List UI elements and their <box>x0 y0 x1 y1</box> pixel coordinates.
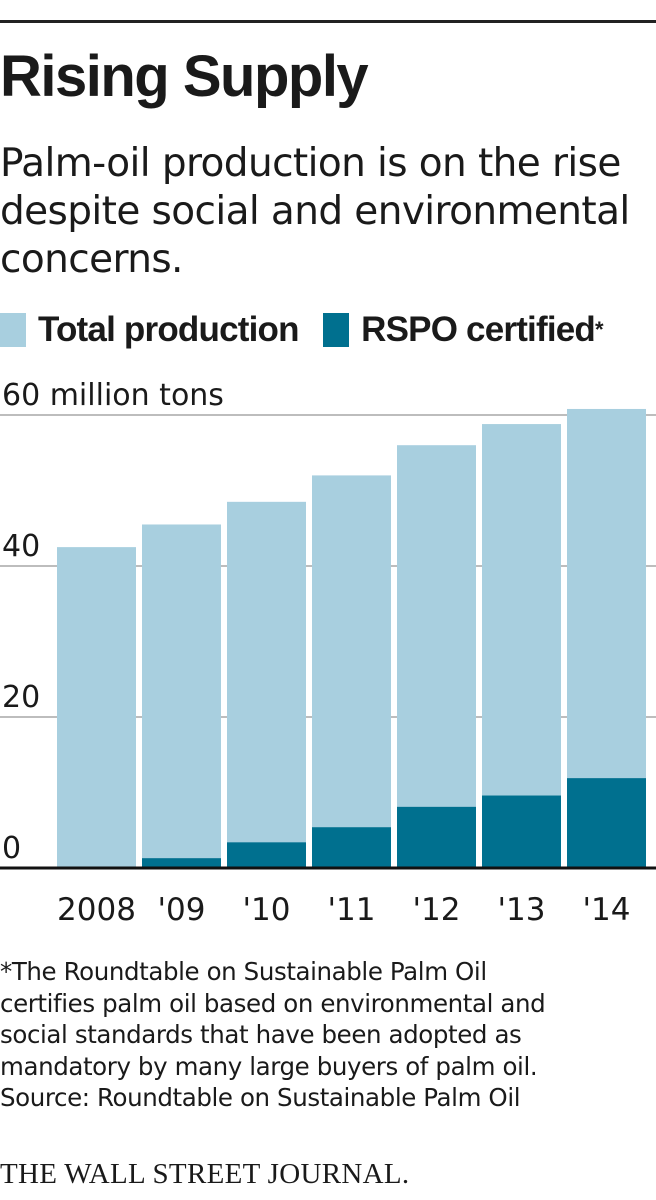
publisher-logo: THE WALL STREET JOURNAL. <box>0 1158 410 1190</box>
y-tick-label: 20 <box>2 680 40 715</box>
legend-asterisk: * <box>595 317 604 342</box>
chart-subtitle: Palm-oil production is on the rise despi… <box>0 141 630 282</box>
x-tick-label: '11 <box>328 892 376 928</box>
y-tick-label: 40 <box>2 529 40 564</box>
legend-label-total: Total production <box>38 310 299 349</box>
footnote-line: certifies palm oil based on environmenta… <box>0 988 546 1018</box>
x-tick-label: '10 <box>243 892 291 928</box>
bar-total-production <box>142 524 221 868</box>
legend-label-rspo: RSPO certified <box>361 310 596 349</box>
bar-rspo-certified <box>312 827 391 868</box>
legend-swatch-total <box>0 313 26 347</box>
bar-rspo-certified <box>567 778 646 868</box>
bar-rspo-certified <box>482 795 561 868</box>
footnote-line: social standards that have been adopted … <box>0 1020 522 1049</box>
x-tick-label: '14 <box>583 892 631 928</box>
bar-total-production <box>227 501 306 868</box>
bar-total-production <box>312 475 391 868</box>
bar-total-production <box>482 424 561 868</box>
legend-item-total: Total production <box>0 310 299 350</box>
x-tick-label: 2008 <box>57 892 136 928</box>
bar-total-production <box>397 445 476 868</box>
x-tick-label: '13 <box>498 892 546 928</box>
y-tick-label: 0 <box>2 831 21 866</box>
legend: Total production RSPO certified * <box>0 310 624 354</box>
bar-rspo-certified <box>227 842 306 868</box>
top-rule <box>0 20 656 23</box>
bar-total-production <box>57 547 136 868</box>
x-tick-label: '09 <box>158 892 206 928</box>
source-line: Source: Roundtable on Sustainable Palm O… <box>0 1083 521 1112</box>
bar-chart: 0 20 40 60 million tons 2008 '09 '10 '11 '12 '13 '… <box>0 378 656 928</box>
legend-item-rspo: RSPO certified * <box>323 310 604 350</box>
bar-rspo-certified <box>142 858 221 868</box>
footnote-line: *The Roundtable on Sustainable Palm Oil <box>0 957 487 986</box>
x-tick-label: '12 <box>413 892 461 928</box>
chart-title: Rising Supply <box>0 44 369 109</box>
footnote: *The Roundtable on Sustainable Palm Oil … <box>0 956 650 1114</box>
bar-rspo-certified <box>397 806 476 868</box>
y-tick-label: 60 million tons <box>2 378 224 413</box>
footnote-line: mandatory by many large buyers of palm o… <box>0 1051 538 1081</box>
legend-swatch-rspo <box>323 313 350 347</box>
